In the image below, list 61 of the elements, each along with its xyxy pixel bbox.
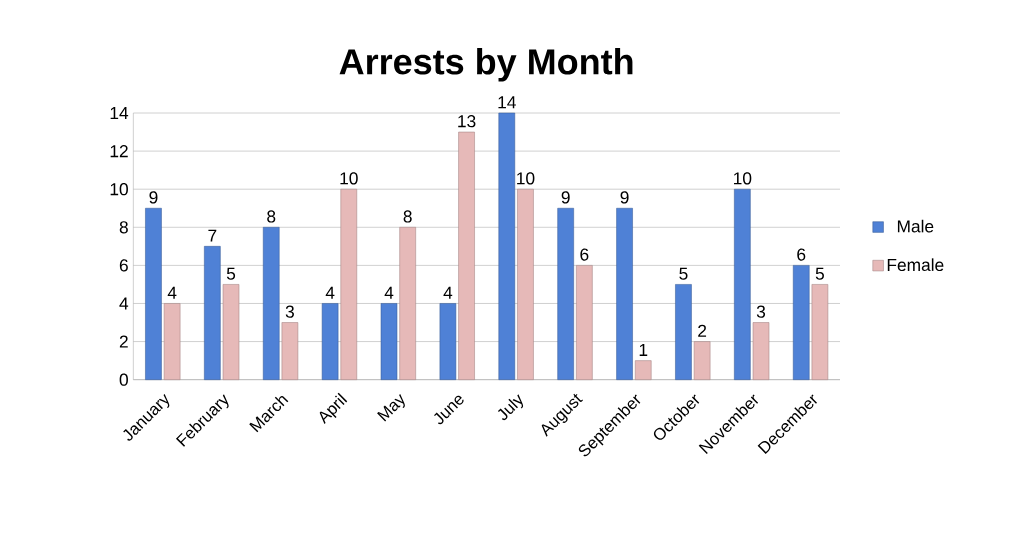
data-label: 3 [285,305,294,318]
bar [634,360,652,380]
bar [517,188,534,380]
bar [439,303,457,380]
y-tick-label: 12 [110,145,128,158]
bar [498,112,516,380]
y-tick-label: 4 [119,297,129,310]
bar [693,341,711,380]
data-label: 1 [639,343,648,356]
data-label: 13 [458,115,476,128]
data-label: 9 [620,191,629,204]
data-label: 8 [403,210,412,223]
y-tick-label: 10 [110,183,128,196]
data-label: 4 [443,286,453,299]
bar [752,322,770,380]
data-label: 4 [384,286,394,299]
data-label: 3 [756,305,766,318]
data-label: 5 [226,267,236,280]
bar [675,284,692,380]
x-tick-label: July [497,394,524,421]
bar [222,284,240,380]
legend-label: Male [897,219,934,233]
data-label: 8 [267,210,276,223]
bar [557,207,574,380]
data-label: 9 [149,191,158,204]
legend-label: Female [887,258,944,272]
bar [163,303,181,380]
data-label: 10 [340,172,358,185]
chart-title: Arrests by Month [339,48,633,82]
data-label: 6 [797,248,806,261]
data-label: 4 [325,286,335,299]
y-tick-label: 2 [119,335,128,348]
data-label: 4 [167,286,177,299]
data-label: 7 [208,229,217,242]
data-label: 6 [580,248,589,261]
bar [811,284,829,380]
data-label: 14 [498,96,516,109]
bar [576,265,593,380]
bar [458,131,475,380]
y-tick-label: 6 [119,259,128,272]
bar [399,227,416,380]
y-tick-label: 14 [110,107,129,119]
data-label: 10 [517,172,535,185]
data-label: 9 [561,191,570,204]
bar [380,303,398,380]
bar [145,207,162,380]
data-label: 10 [734,172,752,185]
bar [340,188,358,380]
data-label: 2 [698,324,707,337]
x-tick-label: May [377,393,405,422]
y-tick-label: 8 [119,221,128,234]
bar [321,303,339,380]
bar [281,322,299,380]
bar [792,265,810,380]
data-label: 5 [815,267,824,280]
y-tick-label: 0 [119,373,128,386]
bar [262,227,280,380]
bar [734,188,751,380]
bar [616,207,633,380]
bar [204,246,221,380]
data-label: 5 [679,267,688,280]
